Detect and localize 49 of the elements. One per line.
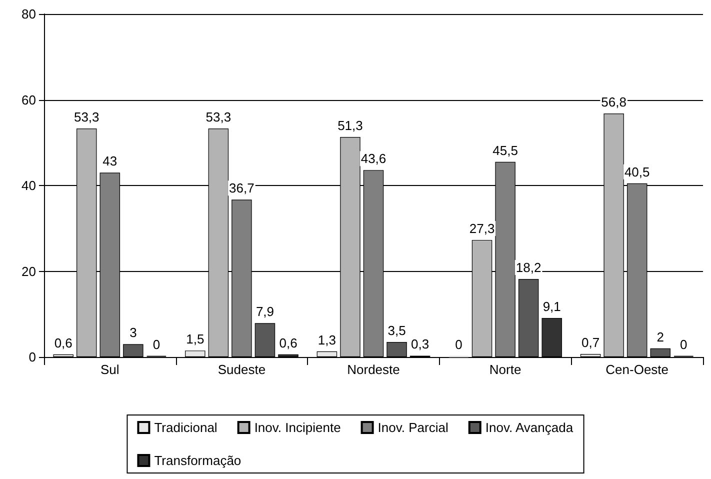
x-tick-label: Nordeste — [347, 362, 400, 377]
legend-label: Transformação — [154, 453, 242, 468]
data-label: 51,3 — [338, 118, 363, 134]
bar — [542, 318, 562, 357]
data-label: 3 — [130, 325, 137, 340]
y-tick-label: 40 — [22, 178, 36, 193]
data-label: 27,3 — [469, 220, 495, 236]
data-label: 1,5 — [186, 332, 204, 347]
x-tick-label: Cen-Oeste — [606, 362, 669, 377]
bar — [518, 278, 539, 357]
bar — [580, 354, 601, 357]
data-label: 43,6 — [360, 151, 386, 166]
y-tick-label: 20 — [22, 264, 36, 279]
data-label: 7,9 — [256, 304, 274, 320]
data-label: 0,3 — [411, 336, 430, 352]
data-label: 18,2 — [516, 260, 542, 275]
data-label: 0 — [680, 336, 688, 352]
data-label: 1,3 — [318, 332, 336, 348]
y-tick-label: 60 — [22, 92, 36, 108]
x-tick-label: Sudeste — [218, 362, 266, 377]
bar — [185, 350, 206, 357]
data-label: 40,5 — [624, 164, 650, 180]
legend-label: Inov. Incipiente — [254, 420, 341, 435]
data-label: 56,8 — [601, 94, 626, 110]
data-label: 0,7 — [582, 335, 600, 350]
data-label: 0,6 — [279, 335, 298, 350]
x-tick-label: Norte — [489, 362, 522, 377]
data-label: 53,3 — [206, 109, 232, 124]
data-label: 53,3 — [74, 109, 100, 124]
data-label: 9,1 — [542, 298, 561, 314]
y-tick-label: 0 — [28, 350, 36, 364]
data-label: 43 — [102, 154, 118, 169]
bar — [650, 348, 670, 357]
legend-label: Inov. Parcial — [378, 420, 448, 435]
legend-label: Inov. Avançada — [485, 420, 574, 435]
bar — [316, 351, 338, 357]
data-label: 2 — [656, 329, 664, 344]
data-label: 0 — [455, 336, 462, 352]
bar — [254, 323, 276, 357]
y-tick-label: 80 — [22, 6, 36, 22]
data-label: 45,5 — [492, 142, 518, 158]
data-label: 3,5 — [388, 322, 406, 338]
bar — [123, 344, 144, 357]
bar — [386, 342, 407, 357]
legend-label: Tradicional — [154, 420, 218, 435]
data-label: 0,6 — [54, 335, 72, 350]
x-tick-label: Sul — [100, 362, 120, 377]
data-label: 36,7 — [229, 180, 254, 196]
data-label: 0 — [152, 336, 160, 352]
